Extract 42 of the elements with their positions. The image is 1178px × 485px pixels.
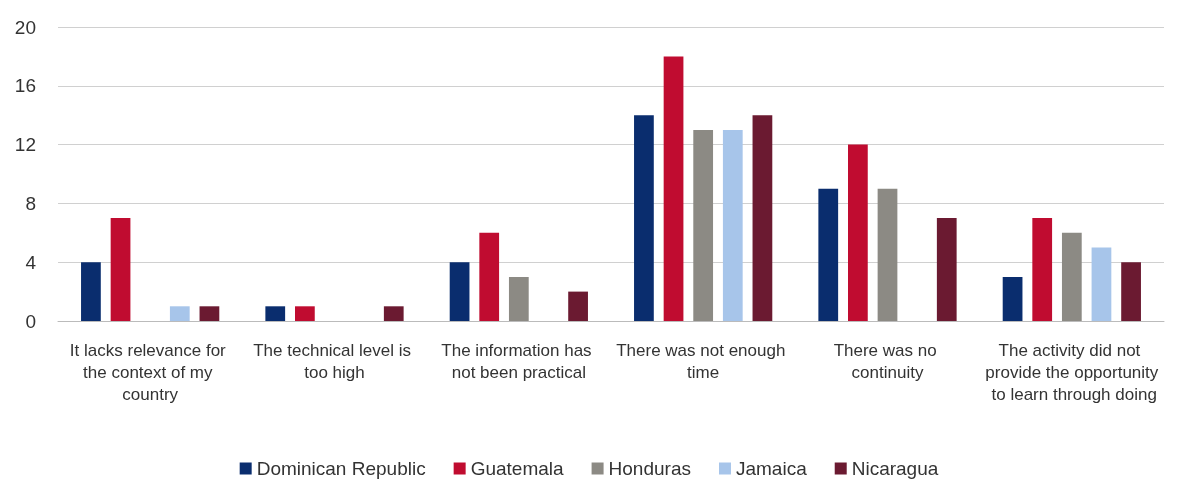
bar: [1061, 232, 1082, 321]
bar: [1002, 276, 1023, 321]
y-tick-label: 8: [25, 192, 36, 214]
bar: [199, 306, 220, 321]
bar: [1032, 218, 1053, 321]
bar: [693, 129, 714, 321]
y-tick-label: 12: [14, 134, 36, 156]
legend-label: Nicaragua: [851, 458, 939, 479]
bar: [265, 306, 286, 321]
bar: [1121, 262, 1141, 321]
bar: [508, 276, 529, 321]
bar: [818, 188, 839, 321]
x-tick-label: It lacks relevance for the context of my country: [69, 340, 231, 404]
bar: [295, 306, 315, 321]
bar: [877, 188, 898, 321]
bar: [568, 291, 588, 321]
legend-label: Honduras: [608, 458, 691, 479]
bar: [634, 115, 654, 321]
bar: [449, 262, 470, 321]
bar: [752, 115, 773, 321]
bar: [1091, 247, 1112, 321]
bar: [479, 232, 500, 321]
x-tick-label: The technical level is too high: [253, 340, 416, 382]
y-tick-label: 16: [14, 75, 36, 97]
bar: [663, 56, 684, 321]
legend-label: Guatemala: [470, 458, 565, 479]
y-tick-label: 20: [14, 16, 36, 38]
bar: [110, 218, 131, 321]
y-tick-label: 0: [25, 310, 36, 332]
bar: [848, 144, 868, 321]
bar: [81, 262, 101, 321]
x-tick-label: There was no continuity: [833, 340, 942, 382]
x-tick-label: The activity did not provide the opportunity to learn through doing: [985, 340, 1159, 404]
bar: [383, 306, 404, 321]
legend-label: Jamaica: [735, 458, 808, 479]
y-tick-label: 4: [25, 251, 37, 273]
bar: [722, 129, 743, 321]
x-tick-label: There was not enough time: [616, 340, 791, 382]
legend-label: Dominican Republic: [256, 458, 426, 479]
x-tick-label: The information has not been practical: [441, 340, 597, 382]
bar: [936, 218, 957, 321]
bar: [169, 306, 190, 321]
